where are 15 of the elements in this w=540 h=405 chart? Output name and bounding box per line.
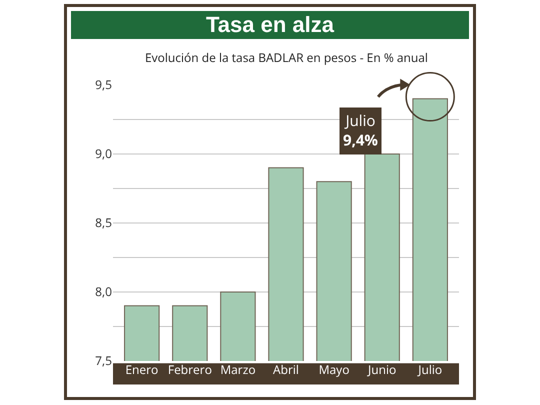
x-tick-label: Febrero xyxy=(168,361,212,378)
y-tick-label: 8,0 xyxy=(95,283,112,300)
x-tick-label: Enero xyxy=(125,361,158,378)
x-tick-label: Abril xyxy=(273,361,299,378)
x-tick-label: Mayo xyxy=(318,361,350,378)
x-tick-label: Junio xyxy=(367,361,396,378)
y-tick-label: 7,5 xyxy=(95,352,112,370)
annotation: Julio 9,4% xyxy=(343,111,378,150)
chart-subtitle: Evolución de la tasa BADLAR en pesos - En % anual xyxy=(145,49,428,66)
x-tick-label: Marzo xyxy=(220,361,256,378)
y-tick-label: 9,5 xyxy=(95,76,112,94)
y-tick-label: 9,0 xyxy=(95,145,112,162)
y-tick-label: 8,5 xyxy=(95,214,112,232)
x-tick-label: Julio xyxy=(417,361,442,378)
chart-title: Tasa en alza xyxy=(71,11,469,39)
